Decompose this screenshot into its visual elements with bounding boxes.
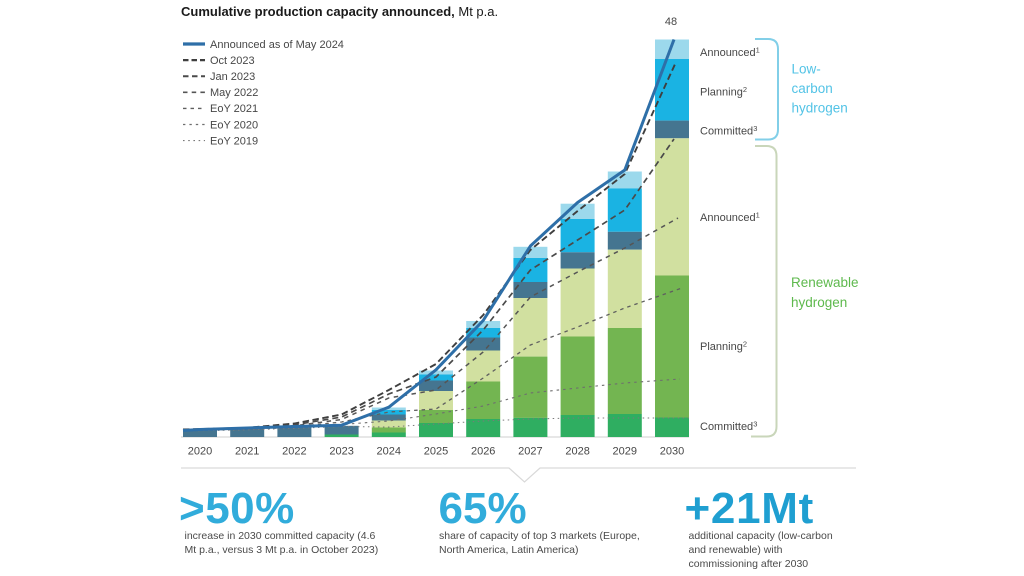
svg-text:EoY 2020: EoY 2020 bbox=[210, 119, 258, 131]
svg-text:hydrogen: hydrogen bbox=[792, 101, 848, 116]
svg-text:Announced as of May 2024: Announced as of May 2024 bbox=[210, 39, 344, 51]
svg-text:2023: 2023 bbox=[329, 446, 353, 458]
svg-text:2029: 2029 bbox=[613, 446, 637, 458]
svg-text:Cumulative production capacity: Cumulative production capacity announced… bbox=[181, 4, 498, 19]
svg-text:May 2022: May 2022 bbox=[210, 87, 258, 99]
svg-text:Committed3: Committed3 bbox=[700, 420, 757, 434]
svg-text:EoY 2019: EoY 2019 bbox=[210, 135, 258, 147]
svg-text:Committed3: Committed3 bbox=[700, 124, 757, 138]
svg-text:2030: 2030 bbox=[660, 446, 684, 458]
svg-text:2022: 2022 bbox=[282, 446, 306, 458]
svg-text:48: 48 bbox=[665, 16, 677, 28]
svg-text:2025: 2025 bbox=[424, 446, 448, 458]
svg-text:Low-: Low- bbox=[792, 62, 821, 77]
svg-text:Renewable: Renewable bbox=[791, 275, 859, 290]
svg-text:2020: 2020 bbox=[188, 446, 212, 458]
svg-text:Planning2: Planning2 bbox=[700, 340, 747, 354]
svg-text:2021: 2021 bbox=[235, 446, 259, 458]
svg-text:Oct 2023: Oct 2023 bbox=[210, 55, 255, 67]
svg-text:Announced1: Announced1 bbox=[700, 46, 760, 60]
svg-text:2024: 2024 bbox=[377, 446, 401, 458]
svg-text:2028: 2028 bbox=[565, 446, 589, 458]
svg-text:EoY 2021: EoY 2021 bbox=[210, 103, 258, 115]
svg-text:carbon: carbon bbox=[792, 81, 833, 96]
svg-text:Planning2: Planning2 bbox=[700, 85, 747, 99]
svg-text:2027: 2027 bbox=[518, 446, 542, 458]
svg-text:Jan 2023: Jan 2023 bbox=[210, 71, 255, 83]
svg-text:Announced1: Announced1 bbox=[700, 211, 760, 225]
svg-text:2026: 2026 bbox=[471, 446, 495, 458]
svg-text:hydrogen: hydrogen bbox=[791, 295, 847, 310]
